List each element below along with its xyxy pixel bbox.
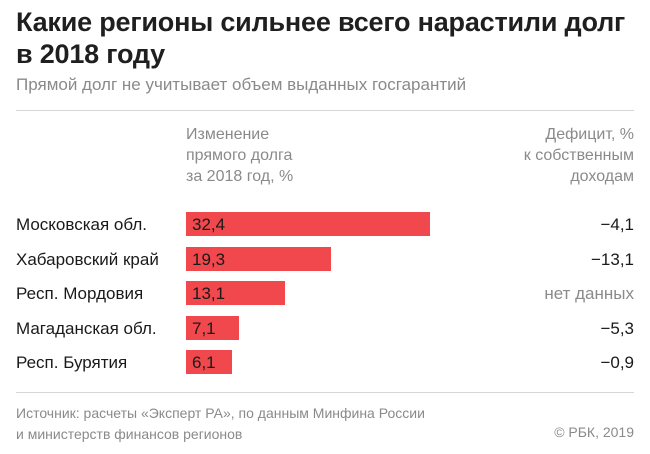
debt-change-bar [186, 246, 331, 271]
bar-row: Респ. Мордовия 13,1 нет данных [0, 281, 650, 307]
chart-title: Какие регионы сильнее всего нарастили до… [16, 7, 626, 69]
region-label: Московская обл. [16, 215, 147, 234]
change-header-line-3: за 2018 год, % [186, 168, 294, 185]
bottom-divider [16, 392, 634, 393]
change-header-line-1: Изменение [186, 126, 270, 143]
region-label: Хабаровский край [16, 249, 159, 269]
debt-change-value: 6,1 [192, 353, 216, 372]
region-label: Магаданская обл. [16, 318, 157, 338]
source-line-1: Источник: расчеты «Эксперт РА», по данны… [16, 405, 425, 421]
deficit-header-line-3: доходам [570, 168, 634, 185]
debt-change-value: 19,3 [192, 249, 226, 269]
change-header-line-2: прямого долга [186, 147, 293, 164]
bar-row: Хабаровский край 19,3 −13,1 [0, 246, 650, 273]
copyright: © РБК, 2019 [554, 424, 634, 440]
debt-change-bar [186, 281, 285, 305]
bar-row: Магаданская обл. 7,1 −5,3 [0, 315, 650, 342]
deficit-column-header: Дефицит, % к собственным доходам [434, 124, 634, 187]
debt-change-value: 32,4 [192, 215, 226, 234]
region-label: Респ. Мордовия [16, 284, 144, 303]
bar-row: Московская обл. 32,4 −4,1 [0, 212, 650, 238]
deficit-header-line-1: Дефицит, % [545, 126, 634, 143]
deficit-value: −5,3 [600, 318, 634, 338]
source-line-2: и министерств финансов регионов [16, 426, 243, 442]
deficit-value: −4,1 [600, 215, 634, 234]
debt-change-bar [186, 315, 239, 340]
deficit-value: −0,9 [600, 353, 634, 372]
debt-change-value: 7,1 [192, 318, 216, 338]
chart-subtitle: Прямой долг не учитывает объем выданных … [16, 75, 467, 94]
bar-row: Респ. Бурятия 6,1 −0,9 [0, 350, 650, 376]
source-note: Источник: расчеты «Эксперт РА», по данны… [16, 403, 425, 445]
top-divider [16, 110, 634, 111]
region-label: Респ. Бурятия [16, 353, 128, 372]
debt-change-bar [186, 350, 232, 374]
deficit-value: −13,1 [590, 249, 634, 269]
deficit-value: нет данных [544, 284, 634, 303]
change-column-header: Изменение прямого долга за 2018 год, % [186, 124, 386, 187]
debt-change-bar [186, 212, 430, 236]
debt-change-value: 13,1 [192, 284, 226, 303]
deficit-header-line-2: к собственным [523, 147, 634, 164]
